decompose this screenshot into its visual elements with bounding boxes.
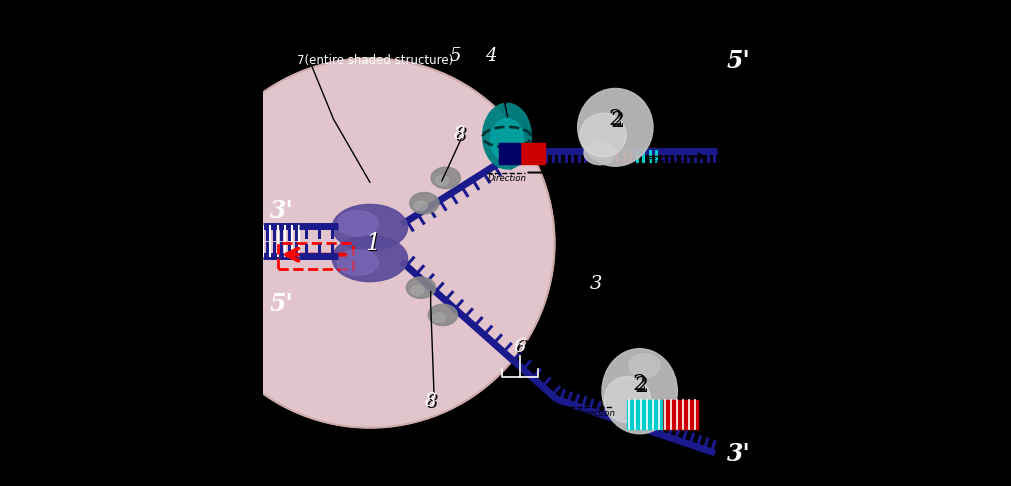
Ellipse shape xyxy=(435,176,448,185)
Text: 3: 3 xyxy=(591,277,604,295)
Ellipse shape xyxy=(431,167,460,189)
Text: 4: 4 xyxy=(486,49,497,67)
Ellipse shape xyxy=(628,354,659,377)
Ellipse shape xyxy=(337,250,378,275)
Ellipse shape xyxy=(604,376,650,423)
Ellipse shape xyxy=(332,205,407,251)
Ellipse shape xyxy=(432,313,445,322)
Text: 1: 1 xyxy=(366,233,381,257)
Bar xyxy=(519,143,544,164)
Text: 3': 3' xyxy=(269,199,293,224)
Text: 5': 5' xyxy=(269,292,293,316)
Text: 3': 3' xyxy=(726,442,749,467)
Text: 2: 2 xyxy=(632,373,646,395)
Ellipse shape xyxy=(337,211,378,236)
Text: 8: 8 xyxy=(427,394,438,412)
Text: 4: 4 xyxy=(484,47,495,65)
Text: 2: 2 xyxy=(608,108,622,130)
Ellipse shape xyxy=(490,119,523,161)
Bar xyxy=(277,243,353,269)
Text: 6: 6 xyxy=(513,338,526,357)
Ellipse shape xyxy=(579,113,626,157)
Circle shape xyxy=(185,58,554,428)
Text: 8: 8 xyxy=(456,126,467,145)
Ellipse shape xyxy=(409,192,439,214)
Ellipse shape xyxy=(413,201,427,210)
Text: Direction: Direction xyxy=(576,409,615,418)
Text: Direction: Direction xyxy=(487,174,527,184)
Ellipse shape xyxy=(332,235,407,282)
Text: 5: 5 xyxy=(451,49,462,67)
Ellipse shape xyxy=(482,104,531,169)
Text: 1: 1 xyxy=(365,231,379,255)
Text: 8: 8 xyxy=(425,392,436,410)
Text: 2: 2 xyxy=(634,375,648,397)
Bar xyxy=(661,400,698,429)
Text: 8: 8 xyxy=(454,124,465,143)
Ellipse shape xyxy=(583,141,615,165)
Text: 2: 2 xyxy=(610,110,624,132)
Bar xyxy=(498,143,519,164)
Ellipse shape xyxy=(410,286,424,295)
Bar xyxy=(626,400,661,429)
Ellipse shape xyxy=(602,349,676,434)
Ellipse shape xyxy=(577,88,652,166)
Text: 6: 6 xyxy=(515,340,527,359)
Text: Direction: Direction xyxy=(647,158,686,168)
Text: 7(entire shaded structure): 7(entire shaded structure) xyxy=(296,54,453,67)
Text: 5': 5' xyxy=(726,49,749,73)
Text: 3: 3 xyxy=(589,275,602,294)
Ellipse shape xyxy=(428,304,457,326)
Ellipse shape xyxy=(406,277,435,298)
Text: 5: 5 xyxy=(449,47,460,65)
